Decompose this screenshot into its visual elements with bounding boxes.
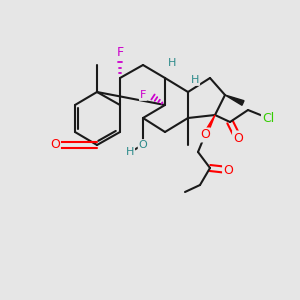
Text: O: O: [50, 139, 60, 152]
Polygon shape: [203, 115, 215, 136]
Text: H: H: [126, 147, 134, 157]
Text: F: F: [116, 46, 124, 59]
Text: O: O: [233, 131, 243, 145]
Text: H: H: [191, 75, 199, 85]
Text: F: F: [140, 90, 146, 100]
Polygon shape: [225, 95, 244, 105]
Text: Cl: Cl: [262, 112, 274, 124]
Text: O: O: [200, 128, 210, 142]
Text: O: O: [223, 164, 233, 176]
Text: H: H: [168, 58, 176, 68]
Text: O: O: [139, 140, 147, 150]
